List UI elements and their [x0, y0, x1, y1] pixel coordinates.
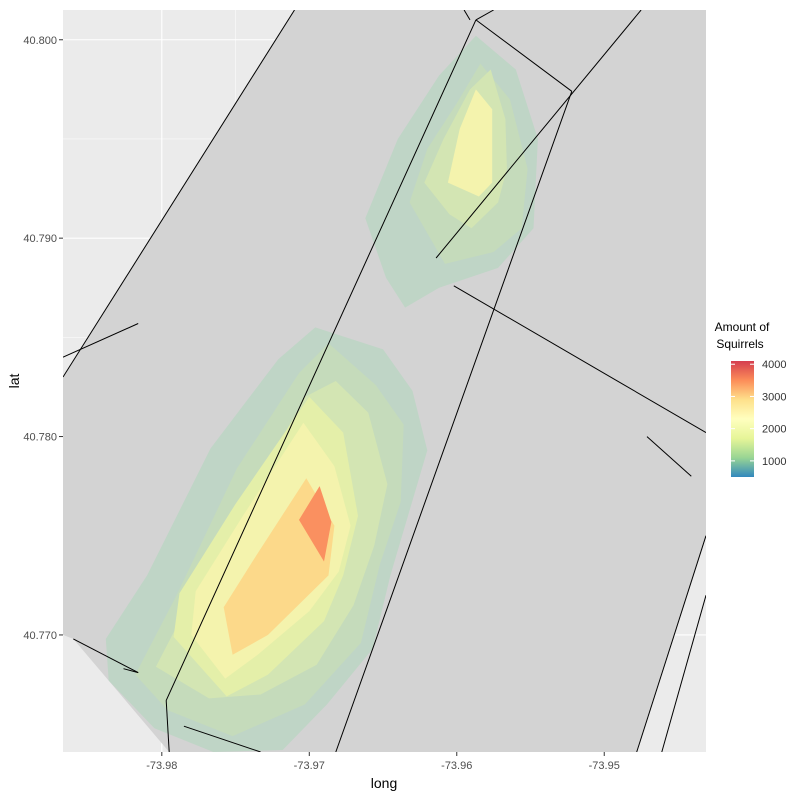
- map-boundary-line: [435, 10, 642, 259]
- map-boundary-line: [636, 535, 706, 752]
- x-tick-label: -73.95: [589, 760, 620, 772]
- density-band-2500: [447, 89, 493, 197]
- legend-tick-label: 2000: [762, 424, 786, 436]
- y-tick-label: 40.790: [23, 233, 57, 245]
- density-band-3500: [299, 486, 332, 562]
- map-boundary-line: [165, 19, 477, 701]
- map-boundary-line: [183, 725, 261, 752]
- map-boundaries: [63, 10, 706, 752]
- plot-panel: [63, 10, 706, 752]
- density-contours: [105, 35, 538, 752]
- x-tick-label: -73.98: [146, 760, 177, 772]
- legend-tick-label: 1000: [762, 456, 786, 468]
- legend-ticks: 4000 3000 2000 1000: [731, 359, 786, 468]
- legend-title-line-2: Squirrels: [716, 337, 763, 351]
- y-tick-label: 40.780: [23, 432, 57, 444]
- y-axis-title: lat: [6, 374, 22, 389]
- legend-colorbar: [731, 361, 754, 477]
- map-boundary-line: [661, 595, 706, 752]
- legend-tick-label: 4000: [762, 359, 786, 371]
- map-boundary-line: [73, 638, 139, 674]
- map-boundary-line: [63, 10, 295, 378]
- legend-title-line-1: Amount of: [715, 320, 770, 334]
- legend-tick-label: 3000: [762, 391, 786, 403]
- x-axis: -73.98 -73.97 -73.96 -73.95: [146, 752, 620, 772]
- map-boundary-line: [165, 700, 170, 752]
- x-axis-title: long: [371, 775, 397, 791]
- map-boundary-line: [475, 19, 573, 92]
- map-boundary-line: [123, 668, 139, 674]
- map-boundary-line: [335, 91, 573, 752]
- x-tick-label: -73.96: [441, 760, 472, 772]
- y-tick-label: 40.770: [23, 630, 57, 642]
- y-tick-label: 40.800: [23, 35, 57, 47]
- map-boundary-line: [646, 436, 692, 477]
- map-boundary-line: [453, 285, 706, 434]
- x-tick-label: -73.97: [294, 760, 325, 772]
- map-boundary-line: [475, 10, 494, 21]
- legend: Amount of Squirrels 4000 3000 2000 1000: [715, 320, 786, 477]
- y-axis: 40.770 40.780 40.790 40.800: [23, 35, 63, 642]
- map-boundary-line: [463, 10, 471, 21]
- map-boundary-line: [63, 323, 139, 358]
